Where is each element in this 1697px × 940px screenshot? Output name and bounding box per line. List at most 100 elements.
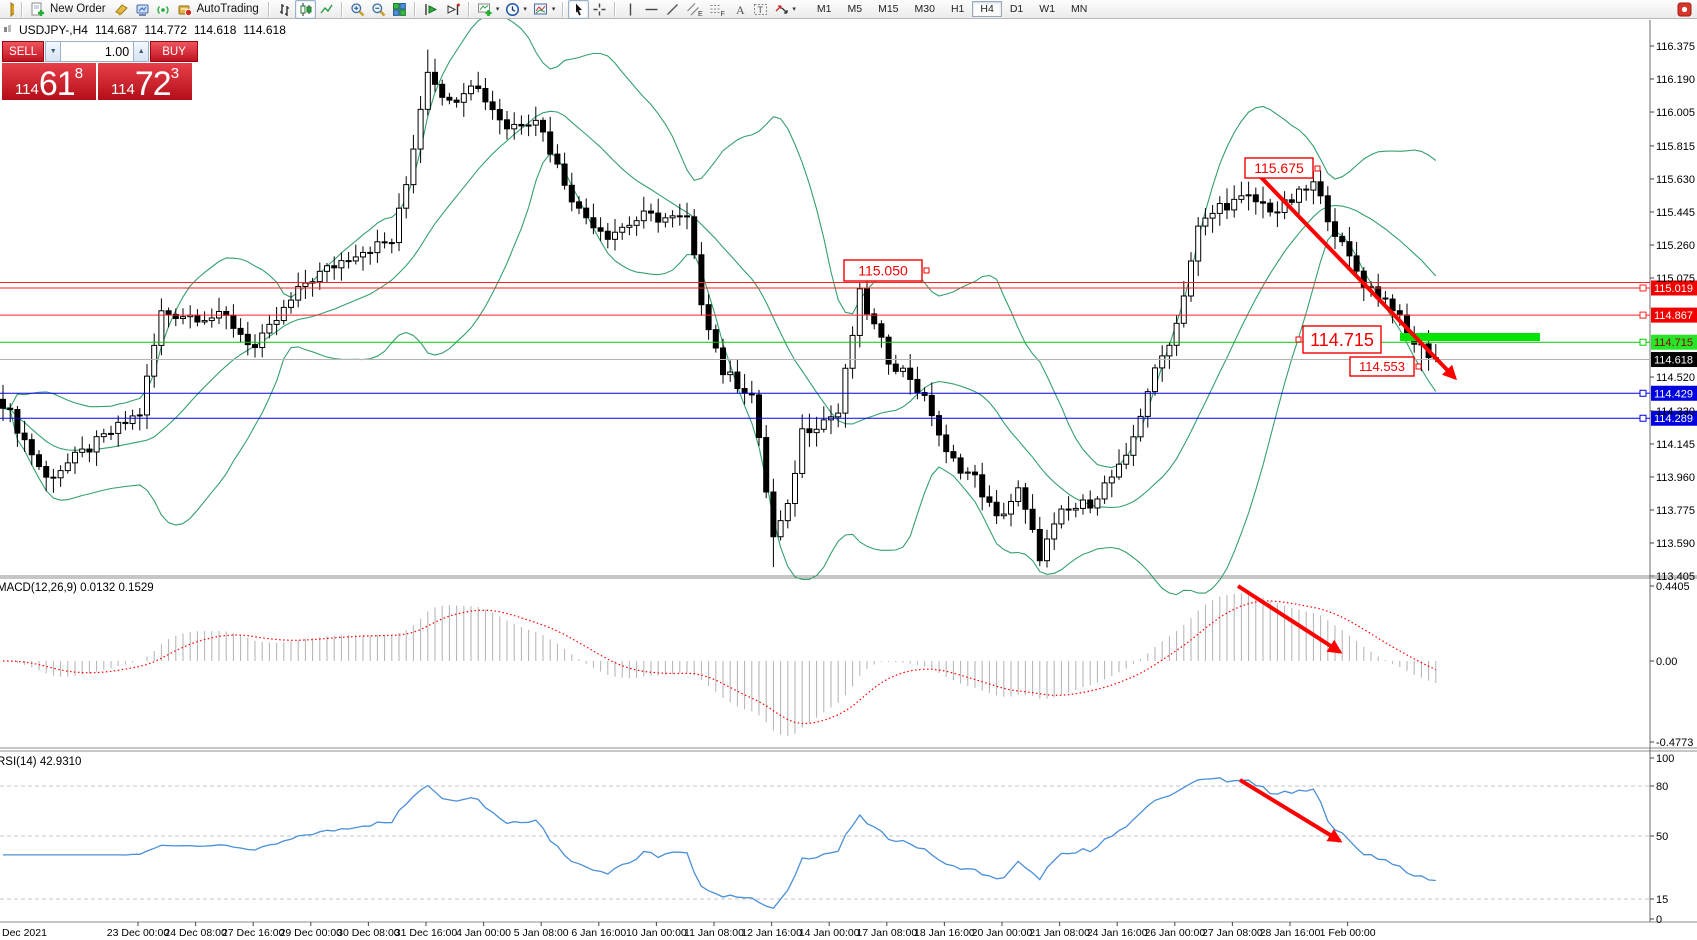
- autotrading-icon[interactable]: AutoTrading: [174, 0, 264, 19]
- zoom-out-icon[interactable]: [368, 0, 389, 19]
- toolbar-separator: [413, 1, 416, 17]
- svg-text:114.618: 114.618: [1654, 355, 1693, 367]
- equidistant-channel-icon[interactable]: E: [683, 0, 706, 19]
- timeframe-mn[interactable]: MN: [1063, 1, 1095, 17]
- timeframe-m1[interactable]: M1: [809, 1, 840, 17]
- support-highlight-bar[interactable]: [1400, 333, 1540, 341]
- price-annotation-box[interactable]: [843, 259, 923, 282]
- svg-text:31 Dec 16:00: 31 Dec 16:00: [395, 927, 458, 939]
- timeframe-m30[interactable]: M30: [907, 1, 943, 17]
- tile-windows-icon[interactable]: [389, 0, 410, 19]
- dropdown-caret-icon[interactable]: ▾: [523, 6, 527, 13]
- timeframe-w1[interactable]: W1: [1031, 1, 1063, 17]
- horizontal-line-icon[interactable]: [641, 0, 662, 19]
- svg-text:5 Jan 08:00: 5 Jan 08:00: [514, 927, 569, 939]
- volume-input[interactable]: [61, 41, 134, 62]
- buy-price-display[interactable]: 114 72 3: [98, 63, 192, 101]
- zoom-in-icon[interactable]: [347, 0, 368, 19]
- new-order-icon[interactable]: New Order: [27, 0, 111, 19]
- symbol-period-label: USDJPY-,H4: [19, 23, 88, 37]
- trend-arrow[interactable]: [1236, 584, 1343, 654]
- arrows-icon[interactable]: ▾: [771, 0, 799, 19]
- bollinger-bands: [2, 14, 1437, 596]
- svg-text:114.289: 114.289: [1654, 413, 1693, 425]
- toolbar-separator: [340, 1, 343, 17]
- experts-icon[interactable]: [132, 0, 153, 19]
- crosshair-icon[interactable]: [589, 0, 610, 19]
- timeframe-d1[interactable]: D1: [1002, 1, 1031, 17]
- styler-icon[interactable]: [111, 0, 132, 19]
- svg-text:115.019: 115.019: [1654, 283, 1693, 295]
- svg-text:116.375: 116.375: [1656, 41, 1695, 53]
- chart-title: USDJPY-,H4 114.687 114.772 114.618 114.6…: [3, 23, 286, 37]
- sell-button[interactable]: SELL: [2, 41, 45, 62]
- toolbar-separator: [21, 1, 23, 17]
- price-axis: 115.019 114.867 114.715 114.618 114.429 114.2…: [1650, 41, 1697, 926]
- auto-scroll-icon[interactable]: [420, 0, 442, 19]
- line-chart-icon[interactable]: [316, 0, 337, 19]
- svg-text:113.775: 113.775: [1656, 505, 1695, 517]
- text-label-icon[interactable]: T: [750, 0, 771, 19]
- svg-text:E: E: [698, 11, 703, 17]
- sell-price-big: 61: [38, 64, 76, 103]
- svg-text:20 Jan 00:00: 20 Jan 00:00: [972, 927, 1033, 939]
- svg-text:30 Dec 08:00: 30 Dec 08:00: [337, 927, 400, 939]
- price-annotation-label: 114.553: [1359, 359, 1405, 374]
- trendline-icon[interactable]: [662, 0, 683, 19]
- timeframe-m15[interactable]: M15: [870, 1, 906, 17]
- price-annotation-box[interactable]: [1349, 356, 1415, 377]
- price-annotation-box[interactable]: [1244, 157, 1314, 179]
- dropdown-caret-icon[interactable]: ▾: [551, 6, 556, 13]
- svg-text:27 Jan 08:00: 27 Jan 08:00: [1202, 927, 1263, 939]
- svg-text:114.867: 114.867: [1654, 310, 1693, 322]
- vertical-line-icon[interactable]: [620, 0, 641, 19]
- drawn-objects[interactable]: 115.675 115.050 114.715 114.553: [843, 157, 1540, 843]
- svg-text:114.715: 114.715: [1654, 337, 1693, 349]
- indicators-icon[interactable]: ▾: [474, 0, 503, 19]
- sell-price-display[interactable]: 114 61 8: [2, 63, 96, 103]
- svg-text:15: 15: [1656, 894, 1668, 906]
- chart-mini-icon: [3, 23, 12, 37]
- svg-text:50: 50: [1656, 831, 1668, 843]
- toolbar-separator: [614, 1, 617, 17]
- clipped-chart-icon[interactable]: [2, 0, 17, 19]
- timeframe-h1[interactable]: H1: [943, 1, 972, 17]
- dropdown-caret-icon[interactable]: ▾: [792, 6, 796, 13]
- trend-arrow[interactable]: [1238, 778, 1343, 843]
- timeframe-m5[interactable]: M5: [840, 1, 871, 17]
- trend-arrow[interactable]: [1250, 166, 1458, 381]
- svg-text:100: 100: [1656, 753, 1674, 765]
- dropdown-caret-icon[interactable]: ▾: [495, 6, 500, 13]
- volume-increase-button[interactable]: ▲: [133, 41, 150, 62]
- text-icon[interactable]: A: [729, 0, 750, 19]
- svg-text:F: F: [721, 11, 725, 17]
- cursor-icon[interactable]: [568, 0, 590, 19]
- svg-text:14 Jan 00:00: 14 Jan 00:00: [799, 927, 860, 939]
- templates-icon[interactable]: ▾: [530, 0, 559, 19]
- pane-borders: [0, 20, 1697, 923]
- svg-text:116.190: 116.190: [1656, 74, 1695, 86]
- price-annotation-box[interactable]: [1302, 325, 1382, 354]
- toolbar-separator: [267, 1, 270, 17]
- chart-shift-icon[interactable]: [442, 0, 464, 19]
- ohlc-high: 114.772: [144, 23, 187, 37]
- macd-label: MACD(12,26,9) 0.0132 0.1529: [0, 582, 154, 594]
- volume-decrease-button[interactable]: ▼: [45, 41, 62, 62]
- alert-icon[interactable]: [1674, 0, 1695, 19]
- svg-text:115.630: 115.630: [1656, 174, 1695, 186]
- svg-text:24 Jan 16:00: 24 Jan 16:00: [1087, 927, 1148, 939]
- fibonacci-icon[interactable]: F: [706, 0, 729, 19]
- buy-price-prefix: 114: [110, 81, 135, 98]
- bar-chart-icon[interactable]: [274, 0, 295, 19]
- timeframe-h4[interactable]: H4: [972, 1, 1002, 17]
- periods-icon[interactable]: ▾: [502, 0, 530, 19]
- horizontal-price-lines[interactable]: [0, 281, 1650, 422]
- signals-icon[interactable]: [153, 0, 174, 19]
- buy-button[interactable]: BUY: [150, 41, 198, 62]
- candlestick-chart-icon[interactable]: [294, 0, 316, 19]
- svg-text:12 Jan 16:00: 12 Jan 16:00: [741, 927, 802, 939]
- svg-text:80: 80: [1656, 781, 1668, 793]
- svg-text:-0.4773: -0.4773: [1656, 737, 1693, 749]
